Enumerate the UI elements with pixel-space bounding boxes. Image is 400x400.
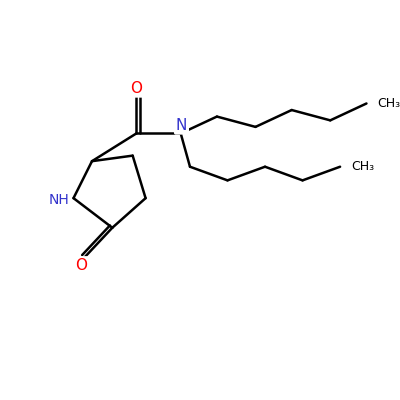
Text: CH₃: CH₃ [351, 160, 374, 173]
Text: N: N [176, 118, 187, 133]
Text: CH₃: CH₃ [378, 97, 400, 110]
Text: O: O [75, 258, 87, 273]
Text: NH: NH [49, 193, 70, 207]
Text: O: O [130, 81, 142, 96]
